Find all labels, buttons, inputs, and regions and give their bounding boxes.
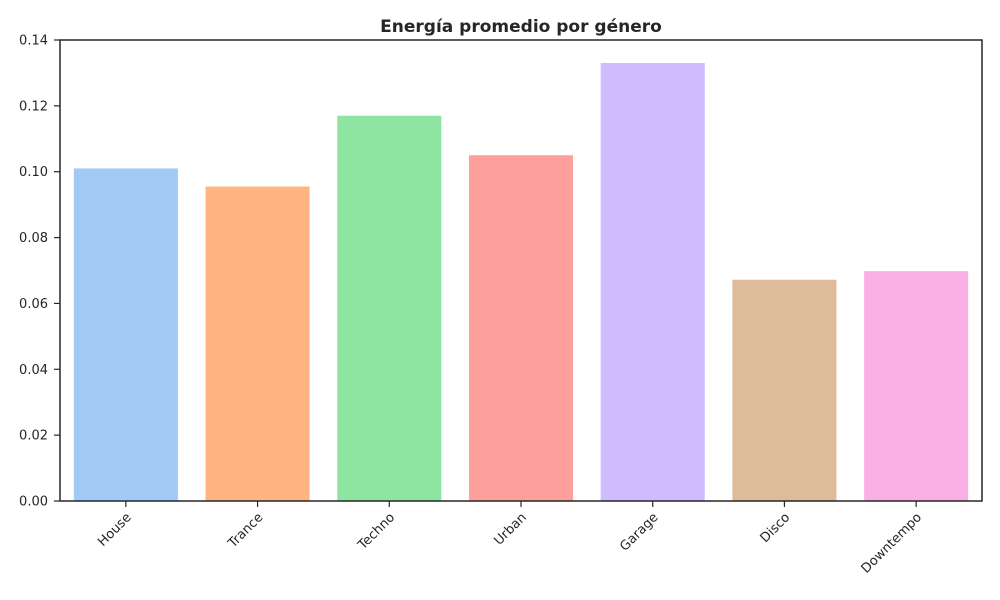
y-axis: 0.00 0.02 0.04 0.06 0.08 0.10 0.12 0.14 bbox=[19, 34, 60, 510]
bar-techno bbox=[337, 115, 442, 502]
x-tick-label-techno: Techno bbox=[355, 510, 398, 553]
x-tick-label-house: House bbox=[95, 510, 134, 549]
bar-disco bbox=[732, 279, 837, 501]
y-tick-label: 0.04 bbox=[19, 363, 48, 378]
y-tick-label: 0.02 bbox=[19, 429, 48, 444]
x-tick-label-trance: Trance bbox=[225, 510, 267, 552]
y-tick-label: 0.14 bbox=[19, 34, 48, 49]
bars-layer bbox=[73, 63, 969, 502]
bar-trance bbox=[205, 186, 310, 501]
x-tick-label-downtempo: Downtempo bbox=[859, 510, 925, 576]
y-tick-label: 0.10 bbox=[19, 165, 48, 180]
y-tick-label: 0.12 bbox=[19, 99, 48, 114]
y-tick-label: 0.00 bbox=[19, 495, 48, 510]
plot-frame bbox=[59, 39, 983, 502]
bar-house bbox=[73, 168, 178, 502]
x-tick-label-urban: Urban bbox=[491, 510, 529, 548]
x-tick-label-disco: Disco bbox=[758, 510, 794, 546]
y-tick-label: 0.08 bbox=[19, 231, 48, 246]
bar-downtempo bbox=[864, 271, 969, 501]
bar-garage bbox=[600, 63, 705, 502]
chart-title: Energía promedio por género bbox=[380, 17, 662, 37]
x-tick-label-garage: Garage bbox=[617, 510, 661, 554]
bar-urban bbox=[468, 155, 574, 501]
x-axis: House Trance Techno Urban Garage Disco Downtem… bbox=[95, 501, 925, 577]
y-tick-label: 0.06 bbox=[19, 297, 48, 312]
